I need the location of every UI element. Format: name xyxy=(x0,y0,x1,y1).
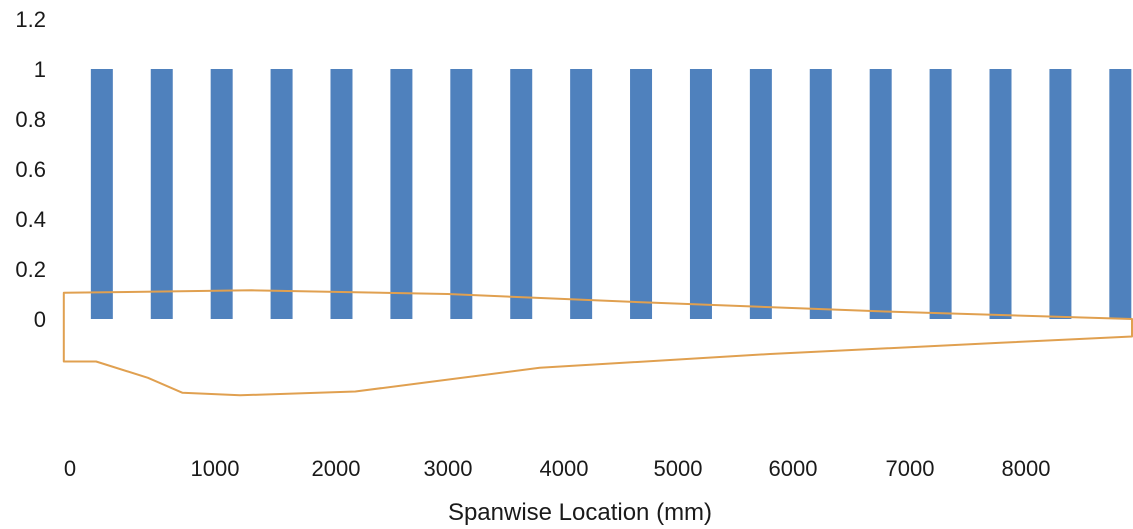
y-axis-ticks: 0 0.2 0.4 0.6 0.8 1 1.2 xyxy=(15,7,46,332)
bar xyxy=(390,69,413,319)
bar xyxy=(989,69,1012,319)
x-tick-label: 7000 xyxy=(886,456,935,481)
bar xyxy=(270,69,293,319)
x-tick-label: 3000 xyxy=(424,456,473,481)
y-tick-label: 0 xyxy=(34,307,46,332)
x-tick-label: 1000 xyxy=(191,456,240,481)
y-tick-label: 0.4 xyxy=(15,207,46,232)
y-tick-label: 1 xyxy=(34,57,46,82)
plot-area xyxy=(62,69,1133,397)
x-tick-label: 4000 xyxy=(540,456,589,481)
y-tick-label: 1.2 xyxy=(15,7,46,32)
bar xyxy=(150,69,173,319)
x-tick-label: 8000 xyxy=(1002,456,1051,481)
y-tick-label: 0.2 xyxy=(15,257,46,282)
bar xyxy=(630,69,653,319)
bar xyxy=(869,69,892,319)
bar xyxy=(1049,69,1072,319)
y-tick-label: 0.8 xyxy=(15,107,46,132)
bar xyxy=(570,69,593,319)
x-tick-label: 5000 xyxy=(654,456,703,481)
bar xyxy=(689,69,712,319)
bar xyxy=(809,69,832,319)
x-tick-label: 6000 xyxy=(769,456,818,481)
x-tick-label: 2000 xyxy=(312,456,361,481)
bar xyxy=(510,69,533,319)
bar xyxy=(450,69,473,319)
y-tick-label: 0.6 xyxy=(15,157,46,182)
bar xyxy=(1109,69,1132,319)
profile-line xyxy=(62,289,1133,397)
bar xyxy=(330,69,353,319)
bar xyxy=(749,69,772,319)
bar xyxy=(929,69,952,319)
x-tick-label: 0 xyxy=(64,456,76,481)
bar xyxy=(90,69,113,319)
bar xyxy=(210,69,233,319)
x-axis-ticks: 0 1000 2000 3000 4000 5000 6000 7000 8000 xyxy=(64,456,1051,481)
x-axis-title: Spanwise Location (mm) xyxy=(448,499,712,526)
